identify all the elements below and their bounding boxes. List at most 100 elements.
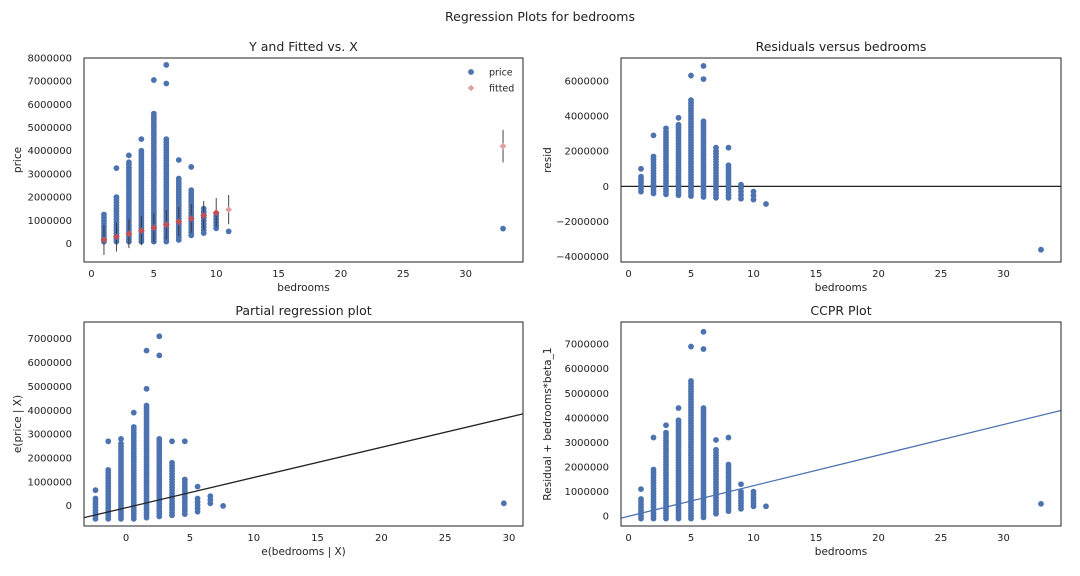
data-point (150, 110, 157, 117)
data-point (763, 201, 769, 207)
x-tick-label: 20 (872, 269, 885, 280)
y-tick-label: −2000000 (556, 217, 609, 228)
chart-title: Y and Fitted vs. X (248, 39, 358, 54)
fitted-marker (187, 215, 195, 223)
data-point (663, 125, 669, 132)
x-tick-label: 15 (272, 269, 285, 280)
figure-suptitle: Regression Plots for bedrooms (445, 9, 635, 24)
chart-panel-3: 0 5 10 15 20 25 30 0 1000000 2000000 3000000 400000… (12, 303, 524, 558)
data-point (175, 175, 182, 182)
x-axis-label: bedrooms (815, 546, 867, 558)
y-tick-label: 2000000 (564, 147, 609, 158)
data-point (663, 429, 669, 436)
data-point (688, 72, 694, 79)
data-point (105, 467, 112, 473)
fitted-marker (212, 209, 220, 217)
fitted-marker (150, 224, 158, 232)
data-point (675, 114, 682, 121)
y-tick-label: 7000000 (27, 334, 72, 345)
data-point (125, 159, 132, 166)
y-tick-label: 3000000 (27, 430, 72, 441)
data-point (750, 488, 757, 495)
legend-label-fitted: fitted (489, 84, 514, 95)
y-tick-label: 4000000 (564, 413, 609, 424)
axes-frame (83, 321, 524, 527)
fitted-marker (125, 230, 133, 238)
data-point (194, 495, 201, 502)
data-point (163, 80, 170, 87)
data-point (638, 486, 644, 493)
chart-title: Residuals versus bedrooms (756, 39, 927, 54)
data-point (725, 144, 732, 151)
legend-label-price: price (489, 68, 513, 79)
data-point (143, 347, 150, 354)
fitted-marker (162, 221, 170, 229)
fitted-marker (225, 206, 233, 214)
y-tick-label: 8000000 (27, 54, 72, 65)
data-point (650, 434, 657, 441)
data-point (700, 76, 707, 83)
x-tick-label: 10 (747, 269, 760, 280)
fitted-marker (113, 233, 120, 241)
data-point (92, 487, 99, 494)
data-point (713, 437, 719, 443)
x-tick-label: 10 (247, 533, 260, 544)
y-tick-label: 6000000 (27, 100, 72, 111)
x-tick-label: 5 (151, 269, 157, 280)
data-point (725, 434, 732, 441)
chart-panel-4: 0 5 10 15 20 25 30 0 1000000 2000000 3000000 400000… (542, 303, 1062, 558)
legend-marker-fitted (467, 84, 475, 92)
data-point (700, 405, 707, 411)
data-point (163, 62, 170, 68)
data-point (650, 466, 657, 473)
x-tick-label: 30 (997, 533, 1010, 544)
data-point (220, 503, 227, 509)
fitted-marker (100, 236, 108, 244)
y-tick-label: 5000000 (564, 389, 609, 400)
data-point (130, 424, 137, 430)
data-point (156, 333, 163, 340)
x-tick-label: 30 (459, 269, 472, 280)
x-axis-label: bedrooms (815, 282, 867, 294)
data-point (700, 328, 707, 335)
data-point (688, 97, 694, 104)
data-point (500, 500, 507, 507)
y-tick-label: 6000000 (564, 364, 609, 375)
y-axis-label: resid (542, 147, 554, 173)
data-point (225, 228, 232, 235)
data-point (675, 405, 682, 411)
x-tick-label: 15 (810, 533, 823, 544)
chart-panel-1: 0 5 10 15 20 25 30 0 1000000 2000000 3000000 400000… (12, 39, 524, 294)
x-tick-label: 5 (187, 533, 193, 544)
x-tick-label: 20 (375, 533, 388, 544)
y-tick-label: 3000000 (27, 169, 72, 180)
data-point (150, 77, 157, 83)
y-tick-label: 4000000 (27, 146, 72, 157)
data-point (688, 343, 694, 350)
x-tick-label: 25 (397, 269, 410, 280)
data-point (169, 459, 175, 466)
chart-title: CCPR Plot (810, 303, 871, 318)
x-tick-label: 15 (311, 533, 324, 544)
data-point (638, 173, 644, 180)
data-point (188, 164, 195, 170)
data-point (125, 152, 132, 159)
data-point (138, 136, 145, 143)
y-tick-label: −4000000 (556, 252, 609, 263)
x-axis-label: bedrooms (277, 282, 329, 294)
panel-marks (100, 62, 507, 256)
regression-line (621, 409, 1061, 519)
y-axis-label: e(price | X) (12, 395, 24, 453)
data-point (1038, 246, 1044, 253)
data-point (700, 346, 707, 352)
y-tick-label: 4000000 (27, 406, 72, 417)
data-point (713, 446, 719, 453)
data-point (105, 438, 112, 445)
data-point (156, 352, 163, 359)
data-point (638, 496, 644, 502)
fitted-marker (200, 212, 208, 220)
data-point (101, 211, 107, 218)
data-point (700, 63, 707, 69)
y-tick-label: 6000000 (564, 76, 609, 87)
data-point (738, 481, 744, 488)
